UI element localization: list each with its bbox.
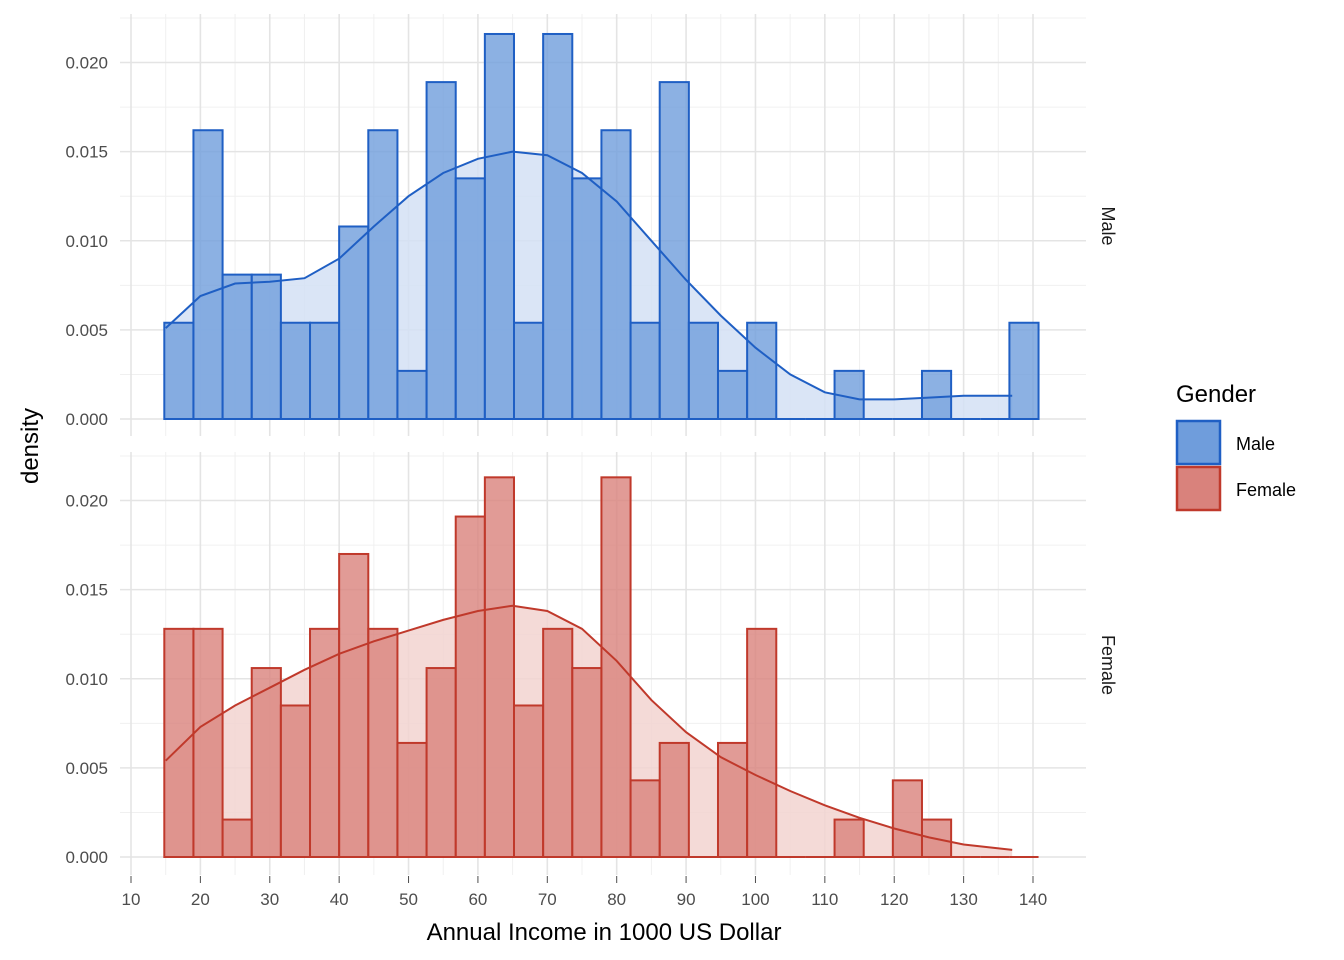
histogram-bar (658, 741, 690, 858)
y-tick-label: 0.010 (65, 232, 108, 251)
histogram-bar (425, 667, 457, 858)
histogram-bar (833, 818, 865, 859)
x-tick-label: 50 (399, 890, 418, 909)
x-tick-label: 40 (330, 890, 349, 909)
x-tick-label: 70 (538, 890, 557, 909)
y-tick-label: 0.010 (65, 670, 108, 689)
histogram-bar (309, 321, 341, 420)
histogram-bar (163, 627, 195, 859)
facet-strip-label: Male (1098, 206, 1118, 245)
histogram-bar (454, 177, 486, 420)
y-tick-label: 0.020 (65, 54, 108, 73)
legend-key-female (1175, 465, 1222, 512)
histogram-bar (629, 321, 661, 420)
histogram-bar (279, 321, 312, 420)
histogram-bar (454, 515, 486, 858)
histogram-bar (600, 129, 632, 421)
x-tick-label: 90 (677, 890, 696, 909)
histogram-bar (891, 779, 923, 858)
legend-label-male: Male (1236, 434, 1275, 454)
histogram-bar (746, 627, 778, 859)
facet-strip-label: Female (1098, 635, 1118, 695)
y-tick-label: 0.015 (65, 143, 108, 162)
histogram-bar (629, 779, 661, 858)
histogram-bar (396, 741, 428, 858)
y-tick-label: 0.000 (65, 848, 108, 867)
x-axis: 10 20 30 40 50 60 70 80 90 100 110 120 130 140 (122, 876, 1047, 909)
histogram-bar (600, 476, 632, 858)
x-tick-label: 140 (1019, 890, 1047, 909)
histogram-bar (309, 627, 341, 859)
histogram-bar (192, 627, 224, 859)
histogram-bar (279, 704, 312, 858)
histogram-bar (716, 369, 749, 420)
histogram-bar (1008, 321, 1040, 420)
y-axis-title: density (17, 408, 44, 484)
histogram-bar (163, 321, 195, 420)
histogram-bar (192, 129, 224, 421)
facet-panels: 0.0000.0050.0100.0150.020Male0.0000.0050… (65, 14, 1118, 875)
x-tick-label: 120 (880, 890, 908, 909)
x-tick-label: 10 (122, 890, 141, 909)
legend-title: Gender (1176, 381, 1256, 408)
x-tick-label: 30 (260, 890, 279, 909)
histogram-bar (483, 32, 516, 420)
histogram-bar (367, 627, 399, 859)
y-tick-label: 0.020 (65, 492, 108, 511)
histogram-bar (483, 476, 516, 858)
histogram-bar (425, 81, 457, 420)
histogram-bar (250, 273, 282, 420)
histogram-bar (746, 321, 778, 420)
histogram-bar (542, 32, 574, 420)
y-tick-label: 0.000 (65, 410, 108, 429)
x-tick-label: 100 (741, 890, 769, 909)
facet-panel-male: 0.000 0.005 0.010 0.015 0.020 Male (65, 14, 1118, 436)
x-tick-label: 20 (191, 890, 210, 909)
histogram-bar (542, 627, 574, 859)
histogram-bar (221, 818, 253, 859)
x-tick-label: 130 (949, 890, 977, 909)
histogram-bar (221, 273, 253, 420)
histogram-bar (513, 321, 545, 420)
y-tick-label: 0.005 (65, 759, 108, 778)
density-line-female (165, 604, 1013, 851)
legend-label-female: Female (1236, 480, 1296, 500)
histogram-bar (338, 552, 370, 858)
facet-panel-female: 0.000 0.005 0.010 0.015 0.020 Female (65, 452, 1118, 875)
histogram-bar (658, 81, 690, 420)
y-tick-label: 0.015 (65, 581, 108, 600)
histogram-bar (920, 369, 953, 420)
x-tick-label: 60 (468, 890, 487, 909)
histogram-bar (571, 667, 603, 858)
histogram-bar (571, 177, 603, 420)
x-tick-label: 110 (811, 890, 838, 909)
legend: Gender Male Female (1175, 381, 1296, 512)
histogram-bar (367, 129, 399, 421)
histogram-bar (250, 667, 282, 858)
density-line-male (165, 150, 1013, 401)
histogram-bar (716, 741, 749, 858)
y-tick-label: 0.005 (65, 321, 108, 340)
histogram-bar (687, 321, 719, 420)
histogram-bar (396, 369, 428, 420)
x-tick-label: 80 (607, 890, 626, 909)
histogram-bar (513, 704, 545, 858)
legend-key-male (1175, 419, 1222, 466)
x-axis-title: Annual Income in 1000 US Dollar (427, 919, 782, 946)
